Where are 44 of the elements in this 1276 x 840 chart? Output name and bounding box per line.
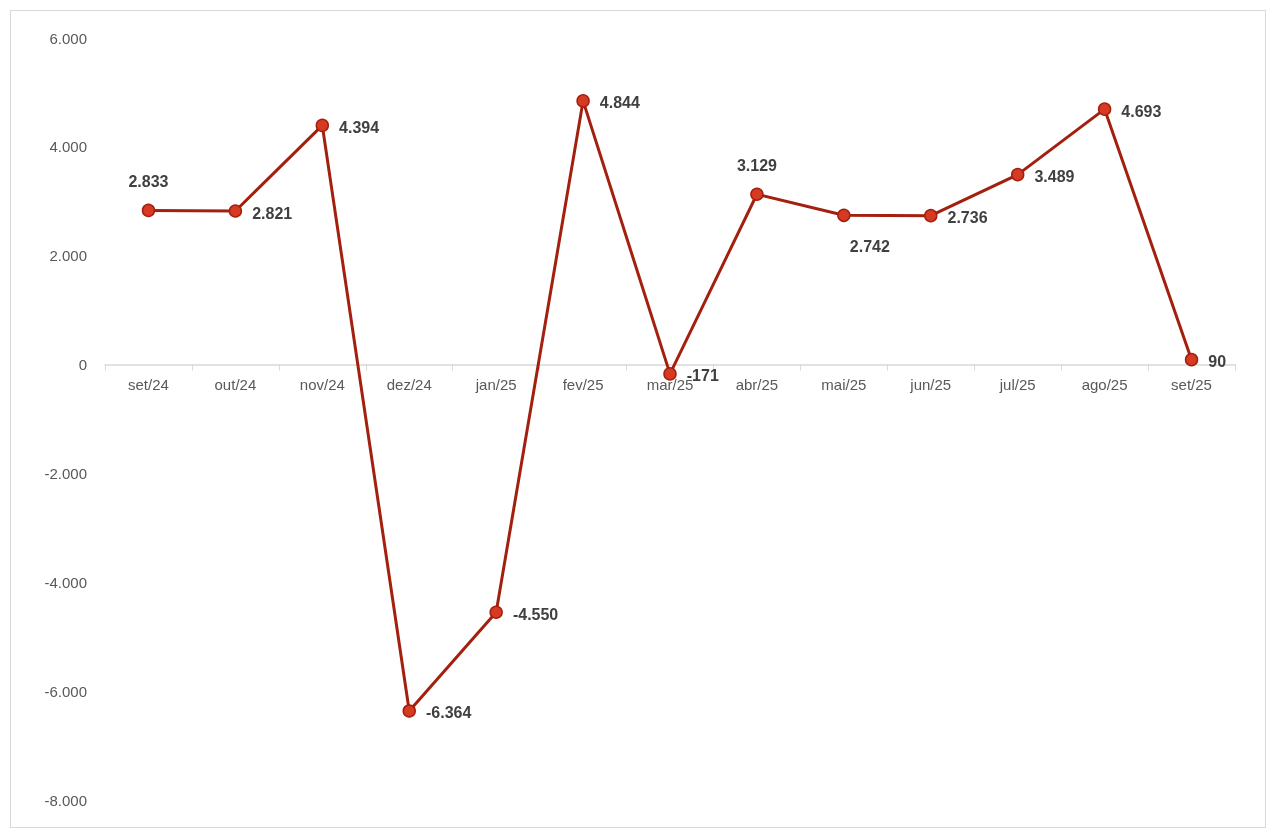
x-tick-label: dez/24 xyxy=(386,375,432,393)
point xyxy=(402,704,416,718)
point xyxy=(924,208,938,223)
x-tick-label: out/24 xyxy=(214,375,257,393)
point xyxy=(1010,167,1025,182)
point xyxy=(141,203,156,218)
y-tick-label: 2.000 xyxy=(49,247,87,265)
point xyxy=(228,204,243,218)
data-label: 4.394 xyxy=(339,118,380,136)
x-tick-label: nov/24 xyxy=(299,375,345,393)
data-label: 90 xyxy=(1208,353,1227,371)
point xyxy=(837,208,851,223)
data-label: 4.844 xyxy=(599,94,640,112)
data-label: 2.821 xyxy=(252,204,293,222)
data-label: 2.736 xyxy=(947,209,988,227)
data-label: 3.129 xyxy=(736,157,778,175)
point xyxy=(750,187,764,202)
y-tick-label: 4.000 xyxy=(49,138,87,156)
point xyxy=(576,94,590,108)
y-tick-label: 6.000 xyxy=(49,29,87,47)
data-label: -6.364 xyxy=(425,704,472,722)
y-tick-label: -8.000 xyxy=(44,791,87,809)
x-tick-label: set/24 xyxy=(128,375,169,393)
x-tick-label: mai/25 xyxy=(821,375,867,393)
x-tick-label: ago/25 xyxy=(1081,375,1128,393)
y-tick-label: -4.000 xyxy=(44,573,87,591)
y-tick-label: 0 xyxy=(78,356,87,374)
point xyxy=(1097,102,1112,116)
x-tick-label: jan/25 xyxy=(474,375,517,393)
y-tick-label: -2.000 xyxy=(44,464,87,482)
data-label: 3.489 xyxy=(1034,168,1075,186)
data-label: 4.693 xyxy=(1121,102,1162,120)
x-tick-label: abr/25 xyxy=(735,375,779,393)
data-label: 2.742 xyxy=(849,237,890,255)
data-label: 2.833 xyxy=(128,173,169,191)
point xyxy=(315,118,330,133)
data-label: -4.550 xyxy=(512,605,559,623)
x-tick-label: jun/25 xyxy=(909,375,952,393)
y-tick-label: -6.000 xyxy=(44,682,87,700)
point xyxy=(1184,352,1199,367)
x-tick-label: set/25 xyxy=(1171,375,1212,393)
x-tick-label: jul/25 xyxy=(998,375,1036,393)
point xyxy=(489,605,503,619)
x-tick-label: fev/25 xyxy=(562,375,604,393)
